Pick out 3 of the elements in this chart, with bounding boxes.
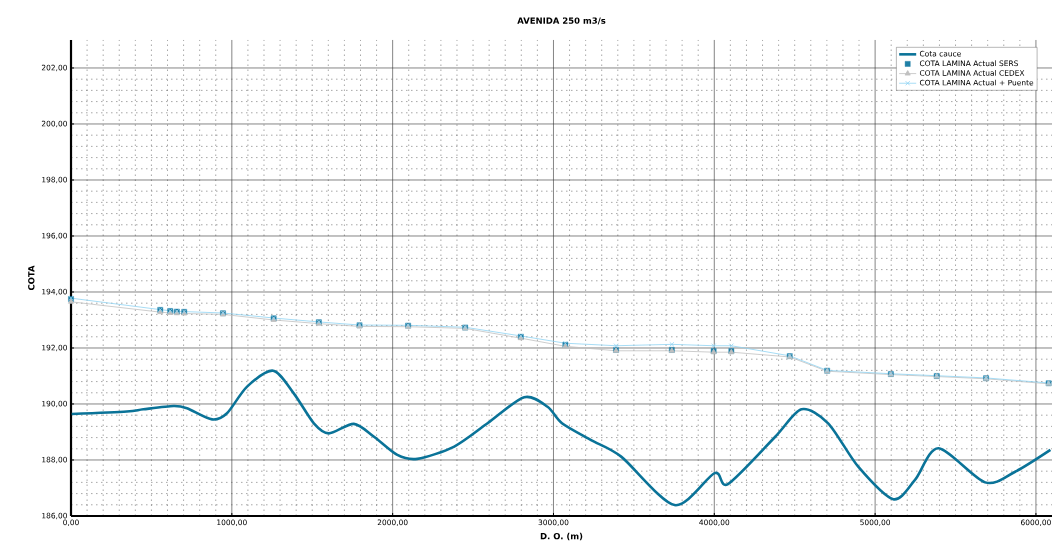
x-axis-title: D. O. (m)	[540, 532, 583, 541]
chart-title: AVENIDA 250 m3/s	[517, 17, 606, 25]
y-axis-title: COTA	[28, 265, 35, 291]
